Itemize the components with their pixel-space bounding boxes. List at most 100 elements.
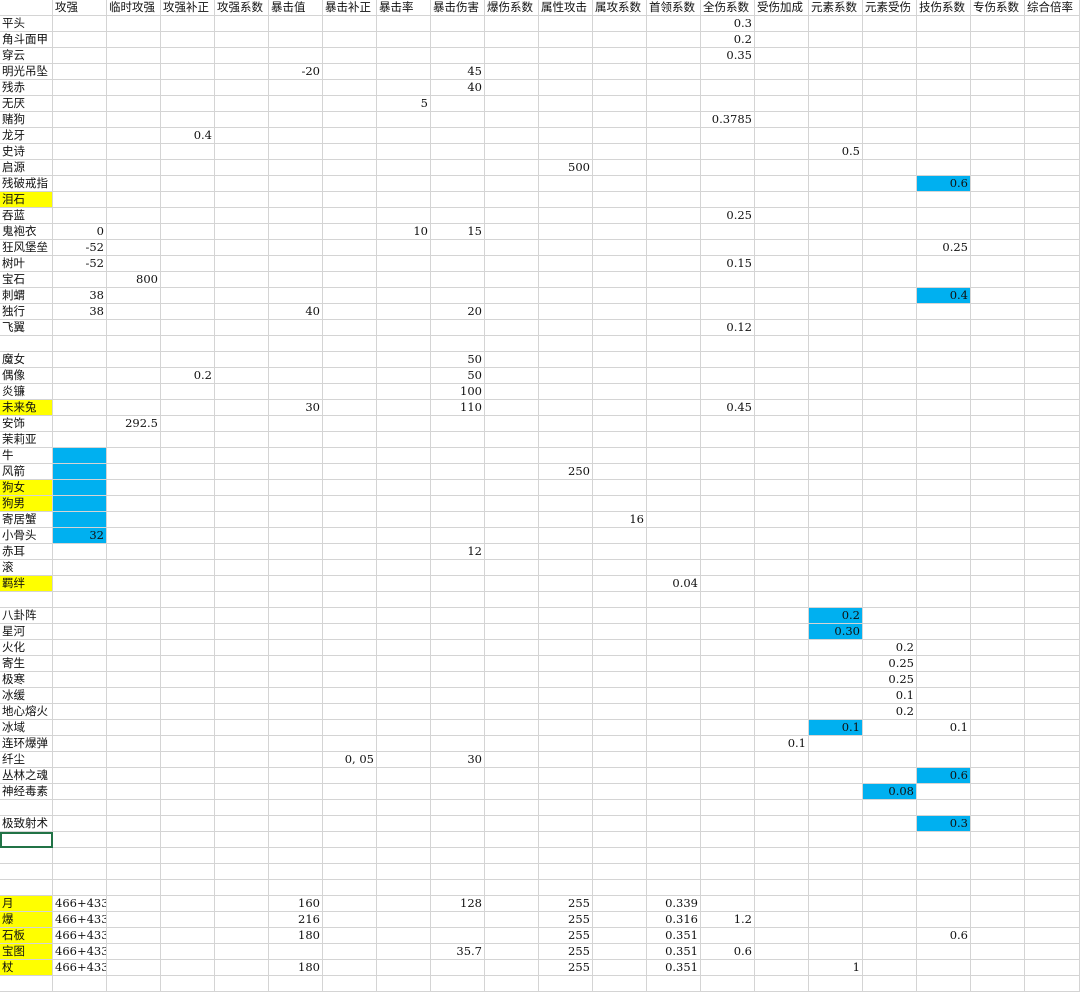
value-cell[interactable] <box>1025 480 1080 496</box>
value-cell[interactable] <box>809 832 863 848</box>
value-cell[interactable] <box>377 432 431 448</box>
value-cell[interactable] <box>593 736 647 752</box>
value-cell[interactable] <box>809 448 863 464</box>
value-cell[interactable] <box>647 832 701 848</box>
value-cell[interactable] <box>593 144 647 160</box>
value-cell[interactable] <box>917 16 971 32</box>
value-cell[interactable]: 40 <box>431 80 485 96</box>
value-cell[interactable] <box>485 704 539 720</box>
value-cell[interactable] <box>701 336 755 352</box>
value-cell[interactable] <box>1025 320 1080 336</box>
value-cell[interactable] <box>323 496 377 512</box>
value-cell[interactable] <box>593 224 647 240</box>
value-cell[interactable] <box>647 528 701 544</box>
value-cell[interactable] <box>215 48 269 64</box>
value-cell[interactable] <box>431 464 485 480</box>
value-cell[interactable] <box>161 32 215 48</box>
value-cell[interactable] <box>917 192 971 208</box>
value-cell[interactable] <box>107 544 161 560</box>
value-cell[interactable] <box>593 496 647 512</box>
value-cell[interactable] <box>323 176 377 192</box>
value-cell[interactable] <box>161 688 215 704</box>
value-cell[interactable] <box>863 144 917 160</box>
value-cell[interactable] <box>647 720 701 736</box>
row-name-cell[interactable]: 丛林之魂 <box>0 768 53 784</box>
value-cell[interactable] <box>647 224 701 240</box>
value-cell[interactable] <box>701 656 755 672</box>
value-cell[interactable] <box>215 320 269 336</box>
value-cell[interactable] <box>593 336 647 352</box>
value-cell[interactable] <box>323 928 377 944</box>
value-cell[interactable] <box>809 768 863 784</box>
value-cell[interactable] <box>161 976 215 992</box>
value-cell[interactable] <box>215 608 269 624</box>
row-name-cell[interactable]: 宝图 <box>0 944 53 960</box>
value-cell[interactable] <box>107 960 161 976</box>
value-cell[interactable] <box>431 32 485 48</box>
value-cell[interactable] <box>53 656 107 672</box>
value-cell[interactable] <box>647 864 701 880</box>
value-cell[interactable]: 0.45 <box>701 400 755 416</box>
value-cell[interactable] <box>53 592 107 608</box>
value-cell[interactable] <box>215 832 269 848</box>
value-cell[interactable] <box>269 128 323 144</box>
value-cell[interactable] <box>107 192 161 208</box>
value-cell[interactable] <box>809 752 863 768</box>
value-cell[interactable] <box>1025 752 1080 768</box>
value-cell[interactable] <box>107 384 161 400</box>
value-cell[interactable] <box>485 800 539 816</box>
row-name-cell[interactable]: 龙牙 <box>0 128 53 144</box>
value-cell[interactable] <box>431 784 485 800</box>
value-cell[interactable]: 0.5 <box>809 144 863 160</box>
value-cell[interactable] <box>539 544 593 560</box>
value-cell[interactable] <box>323 624 377 640</box>
value-cell[interactable] <box>917 480 971 496</box>
value-cell[interactable] <box>701 736 755 752</box>
value-cell[interactable] <box>593 192 647 208</box>
value-cell[interactable] <box>323 784 377 800</box>
value-cell[interactable] <box>377 976 431 992</box>
value-cell[interactable] <box>755 208 809 224</box>
value-cell[interactable] <box>377 880 431 896</box>
value-cell[interactable] <box>431 768 485 784</box>
value-cell[interactable] <box>215 768 269 784</box>
value-cell[interactable] <box>701 144 755 160</box>
value-cell[interactable] <box>323 208 377 224</box>
value-cell[interactable] <box>161 144 215 160</box>
value-cell[interactable] <box>971 800 1025 816</box>
value-cell[interactable] <box>161 592 215 608</box>
value-cell[interactable] <box>863 16 917 32</box>
value-cell[interactable] <box>485 960 539 976</box>
value-cell[interactable] <box>485 608 539 624</box>
value-cell[interactable] <box>593 944 647 960</box>
value-cell[interactable] <box>647 656 701 672</box>
value-cell[interactable] <box>917 960 971 976</box>
value-cell[interactable] <box>755 320 809 336</box>
value-cell[interactable] <box>863 80 917 96</box>
value-cell[interactable] <box>107 480 161 496</box>
value-cell[interactable] <box>431 560 485 576</box>
value-cell[interactable] <box>1025 512 1080 528</box>
value-cell[interactable]: 0.2 <box>863 640 917 656</box>
value-cell[interactable] <box>1025 800 1080 816</box>
value-cell[interactable] <box>53 80 107 96</box>
value-cell[interactable] <box>917 944 971 960</box>
row-name-cell[interactable]: 连环爆弹 <box>0 736 53 752</box>
value-cell[interactable] <box>377 272 431 288</box>
value-cell[interactable] <box>863 960 917 976</box>
value-cell[interactable] <box>161 192 215 208</box>
value-cell[interactable] <box>647 80 701 96</box>
value-cell[interactable] <box>431 496 485 512</box>
value-cell[interactable] <box>269 704 323 720</box>
value-cell[interactable] <box>269 368 323 384</box>
value-cell[interactable] <box>809 816 863 832</box>
value-cell[interactable] <box>269 880 323 896</box>
value-cell[interactable] <box>809 576 863 592</box>
value-cell[interactable]: 466+433 <box>53 960 107 976</box>
row-name-cell[interactable]: 滚 <box>0 560 53 576</box>
value-cell[interactable] <box>809 560 863 576</box>
value-cell[interactable] <box>863 208 917 224</box>
value-cell[interactable] <box>647 448 701 464</box>
value-cell[interactable] <box>53 768 107 784</box>
value-cell[interactable]: 0.25 <box>917 240 971 256</box>
